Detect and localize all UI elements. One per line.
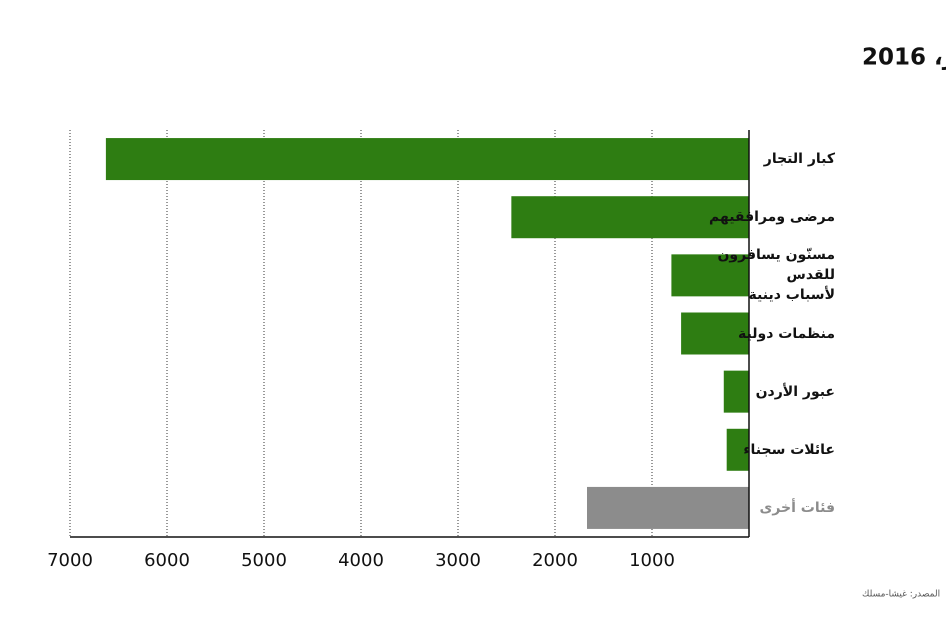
bar xyxy=(105,138,749,181)
x-tick-label: 5000 xyxy=(241,550,287,571)
category-label: عائلات سجناء xyxy=(743,441,835,458)
bar xyxy=(726,428,749,471)
category-label: فئات أخرى xyxy=(759,499,835,516)
x-tick-label: 1000 xyxy=(629,550,675,571)
category-label: كبار التجار xyxy=(763,151,835,168)
source: المصدر: غيشا-مسلك xyxy=(862,590,940,600)
x-tick-label: 3000 xyxy=(435,550,481,571)
category-label: عبور الأردن xyxy=(755,383,835,400)
chart-title: متوسط حركة الخروج شهريا عبر معبر إيرز، 2… xyxy=(862,45,946,71)
category-label: منظمات دولية xyxy=(738,325,835,342)
x-tick-label: 2000 xyxy=(532,550,578,571)
x-tick-label: 7000 xyxy=(47,550,93,571)
category-label: مرضى ومرافقيهم xyxy=(709,209,835,226)
category-label: مسنّون يسافرون للقدس لأسباب دينية xyxy=(717,247,835,304)
bar xyxy=(511,196,749,239)
bar xyxy=(723,370,749,413)
x-tick-label: 6000 xyxy=(144,550,190,571)
bar xyxy=(587,486,749,529)
bar xyxy=(681,312,749,355)
x-tick-label: 4000 xyxy=(338,550,384,571)
bar xyxy=(671,254,749,297)
